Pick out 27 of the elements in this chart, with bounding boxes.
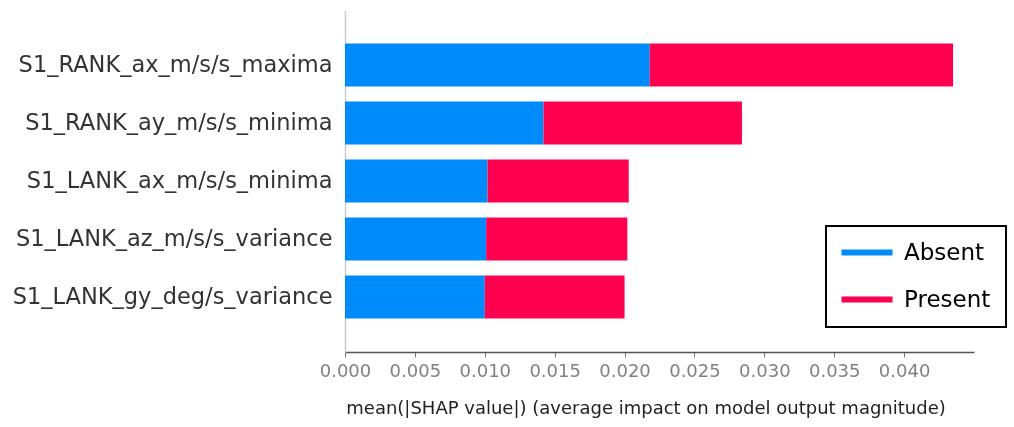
bar (487, 159, 629, 203)
y-tick-label: S1_LANK_az_m/s/s_variance (15, 224, 333, 251)
x-tick-label: 0.010 (459, 359, 512, 381)
x-tick-label: 0.025 (669, 359, 721, 381)
bar (345, 43, 650, 87)
bar (484, 275, 625, 319)
bar (345, 101, 544, 145)
y-tick-label: S1_RANK_ax_m/s/s_maxima (18, 51, 333, 78)
legend-label: Present (904, 285, 991, 312)
x-tick-label: 0.040 (878, 359, 931, 381)
x-tick-label: 0.005 (389, 359, 442, 381)
bar (486, 217, 628, 261)
y-tick-label: S1_LANK_ax_m/s/s_minima (26, 167, 333, 193)
x-tick-label: 0.020 (599, 359, 651, 381)
bar (649, 43, 954, 87)
legend-label: Absent (904, 238, 985, 265)
x-axis-title: mean(|SHAP value|) (average impact on model output magnitude) (346, 396, 946, 418)
bar (345, 275, 485, 319)
bar (543, 101, 742, 145)
y-tick-label: S1_RANK_ay_m/s/s_minima (25, 109, 333, 136)
x-tick-label: 0.015 (529, 359, 581, 381)
bar (345, 159, 488, 203)
x-tick-label: 0.030 (739, 359, 791, 381)
x-tick-label: 0.035 (808, 359, 861, 381)
y-tick-label: S1_LANK_gy_deg/s_variance (12, 282, 333, 309)
x-tick-label: 0.000 (319, 359, 372, 381)
bar (345, 217, 487, 261)
